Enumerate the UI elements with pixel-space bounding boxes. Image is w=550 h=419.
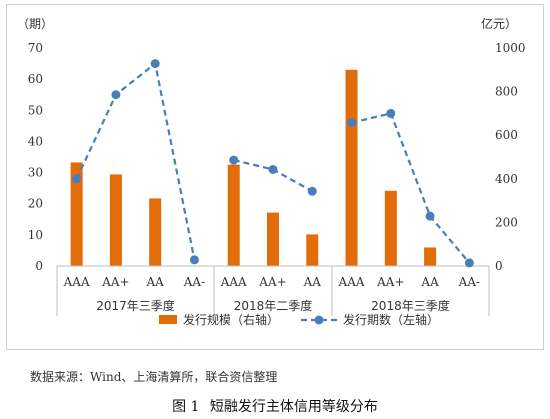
line-point [347,118,357,128]
left-tick-label: 0 [35,259,43,273]
line-point [111,90,121,100]
category-tick-label: AAA [63,275,90,289]
figure-title: 短融发行主体信用等级分布 [209,399,378,415]
legend-bar-swatch [159,315,177,324]
bar [384,190,397,266]
left-tick-label: 30 [28,166,43,180]
left-axis-title: （期） [17,17,53,31]
legend-bar-label: 发行规模（右轴） [183,312,279,327]
right-tick-label: 1000 [495,41,526,55]
line-point [425,211,435,221]
bar [149,198,162,266]
bar [109,174,122,266]
figure-number: 图 1 [172,399,200,415]
group-label: 2017年三季度 [96,298,175,313]
line-point [72,174,82,184]
bar [306,234,319,266]
left-tick-label: 50 [28,103,43,117]
bar [227,164,240,266]
category-tick-label: AAA [338,275,365,289]
category-tick-label: AA [420,275,439,289]
category-tick-label: AA- [458,275,480,289]
left-tick-label: 10 [28,228,43,242]
line-series-segment [75,61,196,260]
bar [424,247,437,266]
bar [267,212,279,266]
right-axis-title: 亿元） [481,16,517,31]
source-note: 数据来源：Wind、上海清算所，联合资信整理 [30,370,278,384]
right-tick-label: 800 [495,85,518,99]
right-tick-label: 400 [495,172,518,186]
line-point [150,59,160,69]
line-point [268,164,278,174]
left-tick-label: 60 [28,72,43,86]
category-tick-label: AA- [183,275,205,289]
category-tick-label: AA+ [376,275,404,289]
chart-svg: （期） 亿元） 0 10 20 30 40 50 60 70 0 200 400 600 800 1000 AA… [17,16,526,327]
line-point [307,186,317,196]
line-point [189,255,199,265]
left-tick-label: 70 [28,41,43,55]
chart-frame: （期） 亿元） 0 10 20 30 40 50 60 70 0 200 400 600 800 1000 AA… [6,4,544,350]
line-point [386,108,396,118]
group-label: 2018年三季度 [371,298,450,313]
figure-caption: 图 1 短融发行主体信用等级分布 [0,396,550,416]
right-tick-label: 200 [495,215,518,229]
category-tick-label: AA [303,275,322,289]
bar [345,69,358,266]
category-tick-label: AAA [220,275,247,289]
legend-line-marker [314,315,324,325]
right-tick-label: 0 [495,259,503,273]
group-label: 2018年二季度 [234,298,313,313]
category-tick-label: AA [146,275,165,289]
bar [70,162,83,266]
right-tick-label: 600 [495,128,518,142]
category-tick-label: AA+ [101,275,129,289]
left-tick-label: 20 [28,197,43,211]
line-series-segment [233,159,313,193]
left-tick-label: 40 [28,134,43,148]
legend-line-label: 发行期数（左轴） [343,312,439,327]
category-tick-label: AA+ [258,275,286,289]
line-point [229,155,239,165]
line-point [464,258,474,268]
line-series-segment [351,112,471,264]
